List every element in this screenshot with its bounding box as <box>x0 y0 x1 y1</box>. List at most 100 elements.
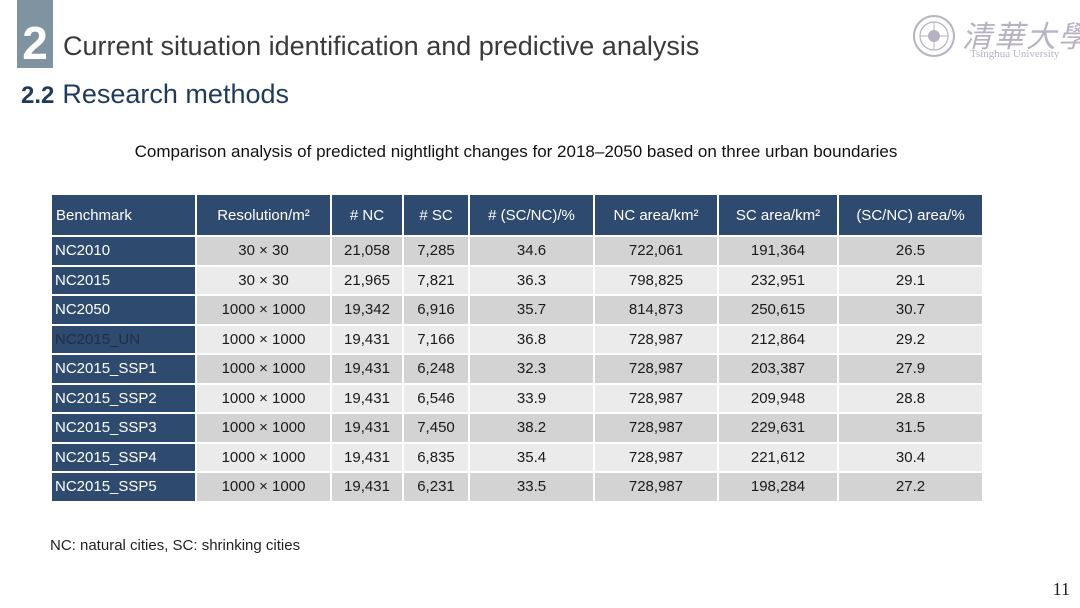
nc-area-cell: 728,987 <box>593 382 719 414</box>
sc-nc-ratio-cell: 33.5 <box>468 471 595 503</box>
table-row: NC2015_UN 1000 × 1000 19,431 7,166 36.8 … <box>50 323 984 355</box>
nc-area-cell: 728,987 <box>593 412 719 444</box>
nc-area-cell: 798,825 <box>593 264 719 296</box>
sc-count-cell: 7,285 <box>402 235 470 267</box>
table-row: NC2050 1000 × 1000 19,342 6,916 35.7 814… <box>50 294 984 326</box>
benchmark-cell: NC2015_UN <box>50 323 197 355</box>
sc-area-cell: 232,951 <box>717 264 839 296</box>
table-row: NC2015_SSP2 1000 × 1000 19,431 6,546 33.… <box>50 382 984 414</box>
logo-english-text: Tsinghua University <box>970 48 1060 60</box>
column-header-sc-area: SC area/km² <box>717 193 839 237</box>
sc-area-cell: 250,615 <box>717 294 839 326</box>
resolution-cell: 1000 × 1000 <box>195 382 332 414</box>
column-header-benchmark: Benchmark <box>50 193 197 237</box>
area-ratio-cell: 30.7 <box>837 294 984 326</box>
sc-nc-ratio-cell: 35.4 <box>468 441 595 473</box>
table-row: NC2015 30 × 30 21,965 7,821 36.3 798,825… <box>50 264 984 296</box>
benchmark-cell: NC2010 <box>50 235 197 267</box>
column-header-sc-count: # SC <box>402 193 470 237</box>
benchmark-cell: NC2050 <box>50 294 197 326</box>
sc-count-cell: 6,546 <box>402 382 470 414</box>
sc-nc-ratio-cell: 36.8 <box>468 323 595 355</box>
area-ratio-cell: 31.5 <box>837 412 984 444</box>
sc-count-cell: 6,835 <box>402 441 470 473</box>
area-ratio-cell: 29.2 <box>837 323 984 355</box>
benchmark-cell: NC2015_SSP4 <box>50 441 197 473</box>
table-caption: Comparison analysis of predicted nightli… <box>134 142 898 161</box>
subsection-title: Research methods <box>62 79 289 109</box>
sc-nc-ratio-cell: 36.3 <box>468 264 595 296</box>
comparison-table: Benchmark Resolution/m² # NC # SC # (SC/… <box>50 193 984 503</box>
resolution-cell: 1000 × 1000 <box>195 412 332 444</box>
table-header-row: Benchmark Resolution/m² # NC # SC # (SC/… <box>50 193 984 237</box>
benchmark-cell: NC2015_SSP5 <box>50 471 197 503</box>
resolution-cell: 1000 × 1000 <box>195 441 332 473</box>
nc-count-cell: 19,431 <box>330 353 404 385</box>
column-header-nc-count: # NC <box>330 193 404 237</box>
section-number-badge: 2 <box>17 0 53 68</box>
table-row: NC2015_SSP5 1000 × 1000 19,431 6,231 33.… <box>50 471 984 503</box>
nc-count-cell: 21,965 <box>330 264 404 296</box>
area-ratio-cell: 27.2 <box>837 471 984 503</box>
sc-nc-ratio-cell: 32.3 <box>468 353 595 385</box>
sc-area-cell: 229,631 <box>717 412 839 444</box>
sc-count-cell: 6,248 <box>402 353 470 385</box>
sc-count-cell: 7,450 <box>402 412 470 444</box>
sc-area-cell: 212,864 <box>717 323 839 355</box>
benchmark-cell: NC2015 <box>50 264 197 296</box>
university-seal-icon <box>913 15 955 57</box>
sc-area-cell: 221,612 <box>717 441 839 473</box>
sc-nc-ratio-cell: 35.7 <box>468 294 595 326</box>
column-header-sc-nc-ratio: # (SC/NC)/% <box>468 193 595 237</box>
sc-nc-ratio-cell: 33.9 <box>468 382 595 414</box>
table-row: NC2015_SSP1 1000 × 1000 19,431 6,248 32.… <box>50 353 984 385</box>
nc-count-cell: 19,431 <box>330 323 404 355</box>
area-ratio-cell: 27.9 <box>837 353 984 385</box>
sc-area-cell: 198,284 <box>717 471 839 503</box>
nc-area-cell: 728,987 <box>593 471 719 503</box>
sc-area-cell: 209,948 <box>717 382 839 414</box>
nc-count-cell: 19,431 <box>330 441 404 473</box>
subsection-heading: 2.2 Research methods <box>21 79 289 110</box>
benchmark-cell: NC2015_SSP3 <box>50 412 197 444</box>
nc-area-cell: 722,061 <box>593 235 719 267</box>
sc-area-cell: 203,387 <box>717 353 839 385</box>
resolution-cell: 1000 × 1000 <box>195 323 332 355</box>
nc-area-cell: 728,987 <box>593 323 719 355</box>
resolution-cell: 1000 × 1000 <box>195 353 332 385</box>
benchmark-cell: NC2015_SSP2 <box>50 382 197 414</box>
sc-nc-ratio-cell: 38.2 <box>468 412 595 444</box>
page-number: 11 <box>1052 579 1070 599</box>
page-title: Current situation identification and pre… <box>63 31 700 61</box>
nc-count-cell: 19,431 <box>330 382 404 414</box>
nc-area-cell: 814,873 <box>593 294 719 326</box>
area-ratio-cell: 30.4 <box>837 441 984 473</box>
sc-count-cell: 7,166 <box>402 323 470 355</box>
resolution-cell: 30 × 30 <box>195 235 332 267</box>
area-ratio-cell: 26.5 <box>837 235 984 267</box>
university-logo: 清華大學 Tsinghua University <box>912 12 1080 62</box>
benchmark-cell: NC2015_SSP1 <box>50 353 197 385</box>
column-header-nc-area: NC area/km² <box>593 193 719 237</box>
nc-area-cell: 728,987 <box>593 441 719 473</box>
sc-nc-ratio-cell: 34.6 <box>468 235 595 267</box>
nc-count-cell: 19,342 <box>330 294 404 326</box>
table-row: NC2015_SSP3 1000 × 1000 19,431 7,450 38.… <box>50 412 984 444</box>
area-ratio-cell: 29.1 <box>837 264 984 296</box>
resolution-cell: 1000 × 1000 <box>195 471 332 503</box>
table-footnote: NC: natural cities, SC: shrinking cities <box>50 537 301 554</box>
sc-count-cell: 6,231 <box>402 471 470 503</box>
resolution-cell: 30 × 30 <box>195 264 332 296</box>
resolution-cell: 1000 × 1000 <box>195 294 332 326</box>
logo-chinese-text: 清華大學 <box>962 20 1080 55</box>
nc-area-cell: 728,987 <box>593 353 719 385</box>
nc-count-cell: 21,058 <box>330 235 404 267</box>
area-ratio-cell: 28.8 <box>837 382 984 414</box>
table-row: NC2010 30 × 30 21,058 7,285 34.6 722,061… <box>50 235 984 267</box>
sc-area-cell: 191,364 <box>717 235 839 267</box>
sc-count-cell: 6,916 <box>402 294 470 326</box>
subsection-number: 2.2 <box>21 82 55 109</box>
column-header-resolution: Resolution/m² <box>195 193 332 237</box>
column-header-area-ratio: (SC/NC) area/% <box>837 193 984 237</box>
sc-count-cell: 7,821 <box>402 264 470 296</box>
